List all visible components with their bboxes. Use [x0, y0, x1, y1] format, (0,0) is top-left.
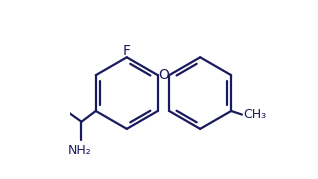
Text: CH₃: CH₃: [244, 108, 267, 121]
Text: NH₂: NH₂: [68, 144, 92, 157]
Text: F: F: [123, 44, 131, 58]
Text: O: O: [158, 68, 169, 82]
